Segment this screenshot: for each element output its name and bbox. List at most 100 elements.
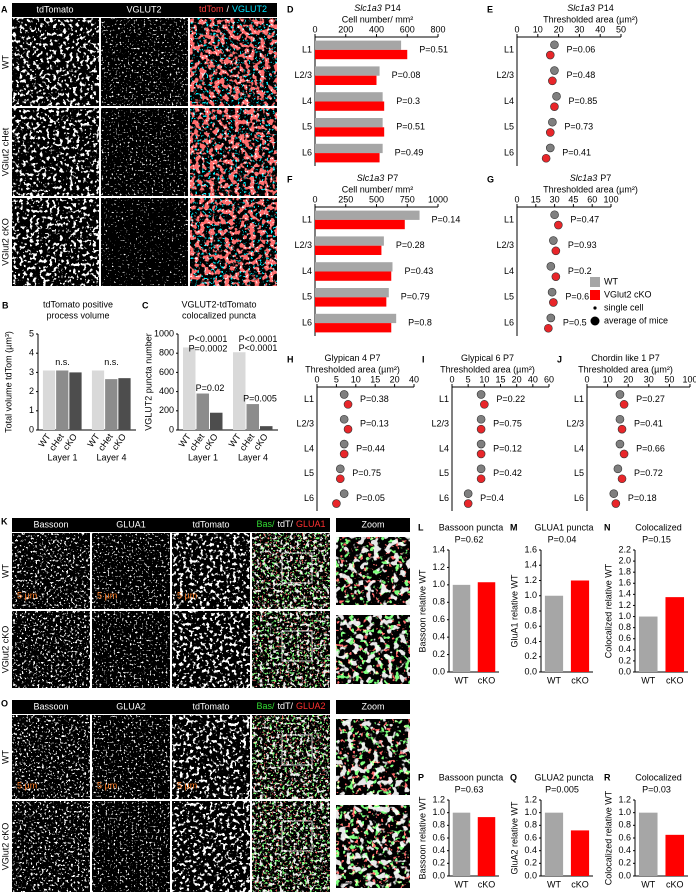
micrograph-signal [190,198,277,286]
y-tick-label: 2.0 [618,555,631,565]
mean-cko [551,246,561,256]
category-label: L5 [302,292,312,302]
x-tick-label: WT [641,879,655,889]
micrograph-signal [12,715,90,799]
y-tick-label: 1.2 [618,600,631,610]
y-tick-label: 0.4 [524,845,537,855]
p-value: P=0.38 [360,394,389,404]
micrograph-signal [172,715,250,799]
mean-cko [343,424,353,434]
category-label: L6 [504,317,514,327]
mean-cko [343,400,353,409]
p-value: P=0.4 [480,493,504,503]
micrograph-signal [252,801,330,892]
category-label: L5 [302,122,312,132]
mean-cko [463,499,473,508]
x-tick-label: WT [641,675,655,685]
title-text: Glypican 4 P7 [324,353,380,363]
mean-cko [619,400,629,409]
zoom-header: Zoom [361,701,384,711]
micrograph-signal [12,108,99,196]
bar-cko [315,49,408,60]
p-value: P=0.5 [563,317,587,327]
x-tick-label: 45 [568,194,578,204]
axis-title: Thresholded area (µm²) [305,364,400,374]
y-tick-label: 1.4 [618,589,631,599]
p-value: P=0.05 [356,493,385,503]
p-value: P=0.79 [401,292,430,302]
y-tick-label: 0.0 [524,870,537,880]
y-axis-title: Colocalized relative WT [603,563,613,658]
title-gene: Slc1a3 [570,173,598,183]
mean-wt [476,439,486,449]
category-label: L1 [504,214,514,224]
x-tick-label: cKO [110,432,128,452]
bar-cko [315,323,392,333]
title-gene: Slc1a3 [357,173,385,183]
annotation: P<0.0001 [189,334,228,344]
micrograph-signal [12,801,90,892]
roi-box [281,820,313,852]
bar-wt [315,262,393,272]
row-label: WT [0,55,10,69]
x-tick-label: 5 [466,374,471,384]
y-axis-title: VGLUT2 puncta number [143,333,153,431]
scale-label: 5 µm [17,780,37,790]
bar [452,812,471,876]
column-header: VGLUT2 [126,4,161,14]
category-label: L4 [504,266,514,276]
y-axis-title: Total volume tdTom (µm³) [3,331,13,433]
mean-wt [550,40,559,50]
category-label: L4 [304,443,314,453]
bar [665,597,685,672]
title-age: P14 [385,3,401,13]
row-label: VGlut2 cKO [0,823,10,871]
roi-box [281,734,313,766]
p-value: P=0.15 [642,534,671,544]
mean-cko [611,499,621,508]
y-tick-label: 0.0 [432,870,445,880]
p-value: P=0.49 [395,147,424,157]
x-tick-label: 100 [603,194,618,204]
mean-wt [476,390,486,399]
bar-cko [315,75,377,85]
panel-title: tdTomato positive [43,299,113,309]
category-label: L2/3 [294,240,312,250]
roi-box [281,630,313,662]
x-tick-label: cKO [666,675,684,685]
x-tick-label: 20 [390,374,400,384]
x-tick-label: 0 [312,24,317,34]
scale-label: 5 µm [97,590,117,600]
micrograph-signal [12,18,99,106]
column-header: Bassoon [33,519,68,529]
mean-wt [339,414,349,424]
p-value: P=0.75 [352,468,381,478]
y-tick-label: 0.8 [618,820,631,830]
y-tick-label: 0.0 [524,666,537,676]
panel-letter: N [604,522,611,532]
merge-header: Bas/tdT/GLUA2 [256,701,325,711]
y-tick-label: 0.6 [524,832,537,842]
x-tick-label: 750 [400,194,415,204]
mean-wt [339,390,349,399]
category-label: L1 [304,394,314,404]
y-tick-label: 1.0 [524,807,537,817]
panel-title: Colocalized [635,522,682,532]
p-value: P=0.28 [396,240,425,250]
axis-title: Cell number/ mm² [342,14,414,24]
axis-title: Thresholded area (µm²) [440,364,535,374]
y-tick-label: 1.0 [432,807,445,817]
p-value: P=0.42 [493,468,522,478]
merge-header: tdTom / VGLUT2 [199,4,267,14]
panel-letter: C [142,300,149,310]
bar [105,379,118,430]
p-value: P=0.005 [545,784,579,794]
mean-wt [463,489,473,498]
category-label: L5 [504,292,514,302]
category-label: L5 [504,122,514,132]
y-tick-label: 4 [29,348,34,358]
mean-wt [615,414,625,424]
category-label: L2/3 [496,70,514,80]
row-label: VGlut2 cHet [0,127,10,176]
